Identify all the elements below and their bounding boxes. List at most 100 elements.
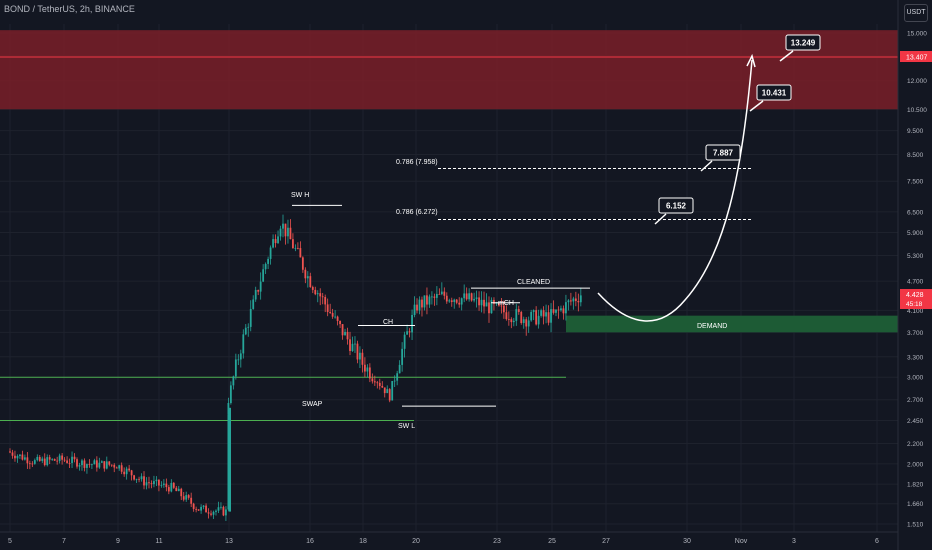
candle-body	[359, 352, 361, 360]
candle-body	[244, 327, 247, 335]
fib-label-1: 0.786 (7.958)	[396, 159, 438, 166]
candle-body	[530, 311, 533, 321]
candle-body	[445, 295, 448, 302]
candle-body	[316, 293, 319, 295]
candle-body	[192, 503, 195, 509]
candle-body	[416, 304, 418, 311]
candle-body	[274, 239, 277, 244]
currency-button[interactable]: USDT	[904, 4, 928, 22]
target-box	[658, 197, 694, 214]
candle-body	[294, 247, 297, 249]
candle-body	[185, 495, 188, 500]
candle-body	[242, 334, 245, 354]
x-tick-label: 18	[359, 538, 367, 545]
candle-body	[190, 497, 193, 504]
candle-body	[167, 487, 170, 492]
candle-body	[512, 320, 515, 323]
target-callout-line	[749, 100, 764, 112]
candle-body	[205, 505, 207, 513]
candle-body	[460, 298, 463, 305]
candle-body	[130, 470, 133, 476]
candle-body	[277, 236, 279, 244]
candle-body	[495, 302, 498, 304]
x-tick-label: 16	[306, 538, 314, 545]
candle-body	[33, 460, 36, 464]
candle-body	[217, 507, 220, 511]
candle-body	[135, 478, 138, 480]
y-tick-label: 3.300	[907, 354, 924, 361]
candle-body	[577, 300, 580, 303]
candle-body	[376, 382, 379, 384]
candle-body	[36, 456, 39, 461]
candle-body	[386, 389, 389, 394]
candle-body	[418, 299, 421, 311]
candle-body	[545, 312, 547, 317]
candle-body	[86, 464, 88, 468]
x-tick-label: 23	[493, 538, 501, 545]
candle-body	[515, 309, 518, 321]
candle-body	[269, 247, 272, 259]
target-box	[756, 84, 792, 101]
countdown-label: 45:18	[906, 301, 923, 308]
target-label: 7.887	[713, 149, 734, 158]
y-tick-label: 5.300	[907, 253, 924, 260]
candle-body	[282, 223, 284, 229]
cleaned-label: CLEANED	[517, 279, 550, 286]
candle-body	[299, 248, 302, 258]
y-tick-label: 4.700	[907, 279, 924, 286]
candle-body	[401, 348, 404, 365]
symbol-title: BOND / TetherUS, 2h, BINANCE	[4, 4, 135, 14]
candle-body	[26, 457, 29, 464]
candle-body	[237, 359, 240, 361]
candle-body	[391, 381, 394, 401]
candle-body	[103, 461, 106, 469]
candle-body	[525, 319, 528, 327]
candle-body	[557, 309, 560, 311]
candle-body	[354, 343, 356, 345]
target-box	[785, 34, 821, 51]
candle-body	[565, 302, 567, 314]
y-tick-label: 9.500	[907, 128, 924, 135]
candle-body	[262, 269, 265, 282]
candle-body	[140, 476, 143, 480]
candle-body	[222, 506, 225, 516]
candle-body	[485, 302, 488, 307]
candle-body	[535, 310, 538, 325]
candle-body	[254, 290, 257, 300]
candle-body	[569, 300, 572, 302]
candle-body	[371, 378, 374, 382]
candle-body	[53, 458, 56, 461]
candle-body	[105, 461, 108, 469]
candle-body	[68, 462, 71, 464]
y-tick-label: 12.000	[907, 78, 927, 85]
candle-body	[46, 457, 49, 466]
candle-body	[88, 464, 91, 465]
x-tick-label: Nov	[735, 538, 748, 545]
x-tick-label: 20	[412, 538, 420, 545]
candle-body	[212, 511, 215, 515]
target-label: 13.249	[791, 39, 816, 48]
candle-body	[542, 310, 545, 317]
candle-body	[574, 298, 577, 301]
y-tick-label: 3.700	[907, 330, 924, 337]
y-tick-label: 10.500	[907, 107, 927, 114]
candle-body	[252, 299, 255, 309]
y-tick-label: 5.900	[907, 230, 924, 237]
candle-body	[306, 276, 309, 279]
candle-body	[314, 289, 317, 295]
candle-body	[113, 464, 116, 468]
candle-body	[28, 463, 31, 465]
x-tick-label: 27	[602, 538, 610, 545]
candle-body	[505, 312, 508, 320]
candle-body	[232, 376, 235, 386]
candle-body	[145, 482, 148, 486]
candle-body	[292, 239, 294, 249]
candle-body	[267, 258, 270, 264]
x-tick-label: 6	[875, 538, 879, 545]
candle-body	[234, 359, 237, 377]
candle-body	[520, 311, 523, 324]
candle-body	[71, 456, 73, 464]
candle-body	[555, 309, 557, 313]
candle-body	[349, 339, 351, 352]
